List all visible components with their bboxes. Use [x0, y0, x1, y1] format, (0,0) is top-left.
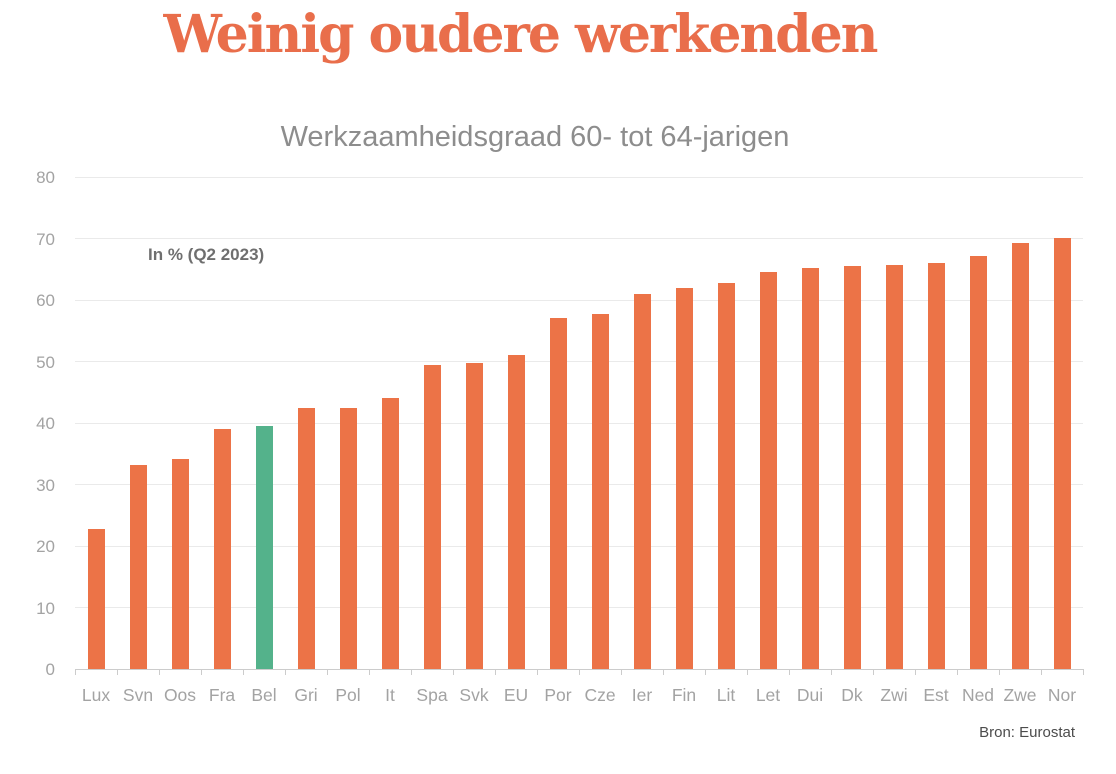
y-tick-label-70: 70 — [36, 229, 55, 249]
bar-Ier — [633, 294, 651, 669]
x-axis-tick — [620, 669, 622, 675]
bar-Lit — [717, 282, 735, 669]
y-tick-label-10: 10 — [36, 598, 55, 618]
x-tick-label-Svn: Svn — [122, 685, 154, 705]
gridline-20 — [75, 545, 1083, 547]
x-axis-tick — [704, 669, 706, 675]
x-tick-label-Bel: Bel — [251, 685, 277, 705]
bar-EU — [507, 355, 525, 669]
x-tick-label-Gri: Gri — [294, 685, 318, 705]
y-tick-label-20: 20 — [36, 537, 55, 556]
x-axis-tick — [242, 669, 244, 675]
y-tick-label-0: 0 — [45, 660, 55, 679]
x-tick-label-Oos: Oos — [163, 685, 197, 705]
x-axis-tick — [662, 669, 664, 675]
gridline-60 — [75, 299, 1083, 301]
bar-Svk — [465, 362, 483, 669]
bar-Dui — [801, 268, 819, 669]
x-tick-label-Zwi: Zwi — [880, 685, 908, 705]
x-tick-label-Ned: Ned — [961, 685, 995, 705]
chart-title: Weinig oudere werkenden — [163, 4, 879, 65]
gridline-80 — [75, 176, 1083, 178]
x-tick-label-Pol: Pol — [335, 685, 361, 705]
x-tick-label-Por: Por — [544, 685, 572, 705]
bar-It — [381, 398, 399, 669]
bar-Ned — [969, 255, 987, 669]
bar-chart-plot: 0 10 20 30 40 50 60 70 80 Lux Svn Oos Fra Bel Gri Pol It… — [36, 169, 1084, 705]
x-tick-label-Let: Let — [755, 685, 781, 705]
bar-Pol — [339, 407, 357, 669]
x-axis-tick — [158, 669, 160, 675]
x-tick-label-Dk: Dk — [841, 685, 863, 705]
x-axis-tick — [116, 669, 118, 675]
gridline-50 — [75, 361, 1083, 362]
gridline-40 — [75, 422, 1083, 424]
bar-Fra — [213, 428, 231, 669]
x-axis-tick — [200, 669, 202, 675]
source-credit: Bron: Eurostat — [979, 724, 1075, 741]
bar-Zwi — [885, 264, 903, 669]
x-axis-tick — [578, 669, 580, 675]
bar-Lux — [87, 528, 105, 669]
x-axis-tick — [1082, 669, 1084, 675]
x-axis-tick — [494, 669, 496, 675]
chart-subtitle: Werkzaamheidsgraad 60- tot 64-jarigen — [280, 121, 790, 153]
bar-Svn — [129, 465, 147, 669]
bar-Bel — [255, 426, 273, 669]
x-tick-label-Zwe: Zwe — [1003, 685, 1037, 705]
gridline-30 — [75, 484, 1083, 485]
x-axis-tick — [914, 669, 916, 675]
y-tick-label-40: 40 — [36, 414, 55, 433]
x-tick-label-Dui: Dui — [796, 685, 824, 705]
x-axis-tick — [998, 669, 1000, 675]
x-tick-label-Ier: Ier — [631, 685, 653, 705]
x-axis-tick — [872, 669, 874, 675]
x-axis-tick — [746, 669, 748, 675]
x-axis-tick — [830, 669, 832, 675]
x-axis-tick — [284, 669, 286, 675]
x-tick-label-It: It — [385, 685, 395, 705]
bar-Por — [549, 318, 567, 669]
x-axis-tick — [536, 669, 538, 675]
x-axis-tick — [410, 669, 412, 675]
bar-Gri — [297, 407, 315, 669]
gridline-10 — [75, 607, 1083, 608]
x-tick-label-Lit: Lit — [716, 685, 736, 705]
bar-Oos — [171, 459, 189, 669]
x-tick-label-EU: EU — [503, 685, 529, 705]
unit-annotation: In % (Q2 2023) — [148, 245, 265, 264]
bar-Fin — [675, 288, 693, 669]
x-tick-label-Fra: Fra — [208, 685, 236, 705]
x-tick-label-Lux: Lux — [81, 685, 111, 705]
bar-Let — [759, 272, 777, 669]
y-tick-label-30: 30 — [36, 475, 55, 495]
bar-Nor — [1053, 237, 1071, 669]
x-axis-tick — [74, 669, 76, 675]
x-axis-tick — [368, 669, 370, 675]
bar-Dk — [843, 266, 861, 669]
y-tick-label-80: 80 — [36, 168, 55, 187]
bar-Cze — [591, 314, 609, 669]
bar-Spa — [423, 364, 441, 669]
bar-Zwe — [1011, 243, 1029, 669]
gridline-70 — [75, 238, 1083, 239]
x-tick-label-Fin: Fin — [671, 685, 697, 705]
x-tick-label-Cze: Cze — [584, 685, 616, 705]
x-tick-label-Est: Est — [923, 685, 949, 705]
x-tick-label-Svk: Svk — [459, 685, 489, 705]
x-tick-label-Spa: Spa — [416, 685, 448, 705]
y-tick-label-60: 60 — [36, 291, 55, 310]
x-axis-tick — [956, 669, 958, 675]
x-axis-tick — [788, 669, 790, 675]
x-axis-tick — [1040, 669, 1042, 675]
y-tick-label-50: 50 — [36, 352, 55, 372]
x-axis-tick — [452, 669, 454, 675]
x-axis-tick — [326, 669, 328, 675]
bar-Est — [927, 263, 945, 669]
x-tick-label-Nor: Nor — [1047, 685, 1077, 705]
